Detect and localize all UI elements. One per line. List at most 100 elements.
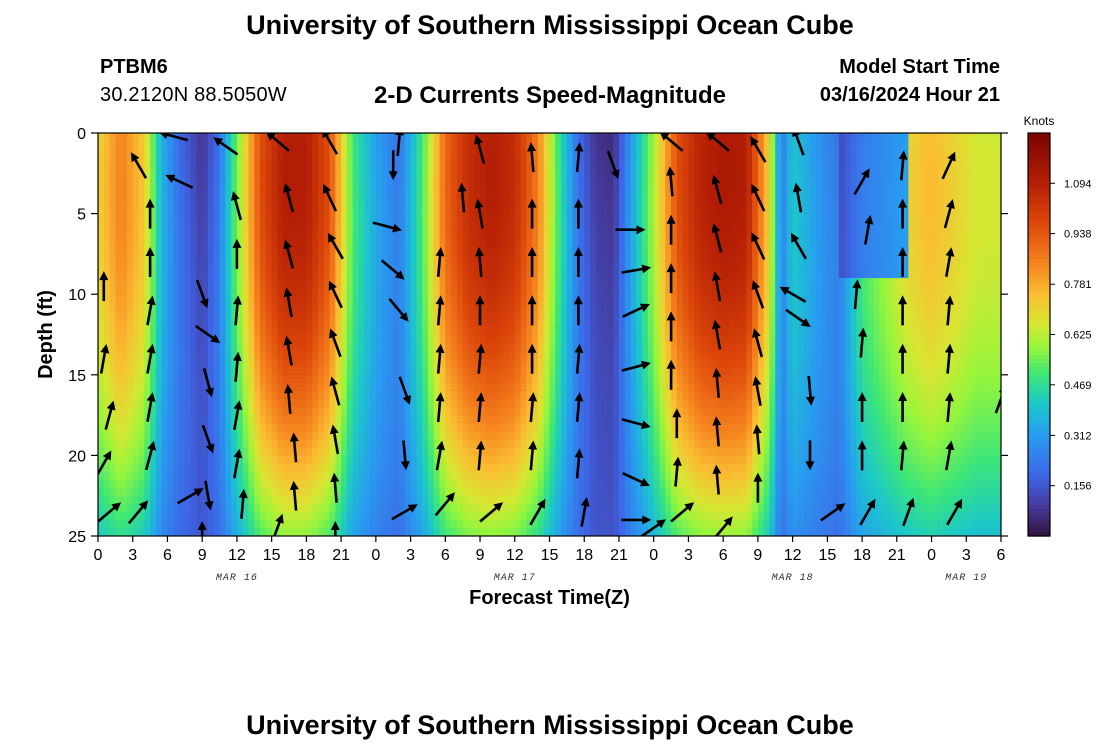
heatmap-cell [341,415,348,424]
heatmap-cell [590,463,597,473]
heatmap-cell [636,326,643,336]
heatmap-cell [485,286,493,295]
heatmap-cell [607,318,614,328]
heatmap-cell [671,326,678,336]
heatmap-cell [549,487,556,497]
heatmap-cell [514,382,522,392]
heatmap-cell [613,278,620,287]
heatmap-cell [578,431,585,440]
heatmap-cell [173,221,180,231]
heatmap-cell [514,415,522,424]
heatmap-cell [653,213,661,223]
heatmap-cell [613,342,620,352]
heatmap-cell [219,278,226,287]
heatmap-cell [294,423,302,432]
heatmap-cell [161,415,169,424]
heatmap-cell [103,261,111,271]
heatmap-cell [439,245,446,255]
heatmap-cell [601,487,608,497]
heatmap-cell [491,342,499,352]
heatmap-cell [618,157,626,166]
heatmap-cell [416,302,423,311]
heatmap-cell [572,165,580,174]
heatmap-cell [578,310,585,319]
heatmap-cell [607,503,614,513]
heatmap-cell [584,197,591,207]
heatmap-cell [590,133,597,142]
heatmap-cell [329,165,336,174]
heatmap-cell [601,286,608,295]
heatmap-cell [439,318,446,328]
heatmap-cell [404,181,412,191]
heatmap-cell [445,511,452,521]
heatmap-cell [358,407,365,416]
heatmap-cell [526,439,533,448]
heatmap-cell [312,133,319,142]
heatmap-cell [526,286,533,295]
heatmap-cell [248,245,255,255]
heatmap-cell [173,342,180,352]
heatmap-cell [277,479,284,489]
heatmap-cell [468,374,475,384]
heatmap-cell [456,229,464,239]
chart-title: 2-D Currents Speed-Magnitude [373,82,727,109]
heatmap-cell [647,286,655,295]
heatmap-cell [399,294,406,303]
heatmap-cell [439,157,446,166]
heatmap-cell [335,358,342,368]
heatmap-cell [671,278,678,287]
heatmap-cell [167,302,174,311]
heatmap-cell [566,511,574,521]
heatmap-cell [225,382,232,392]
heatmap-cell [161,326,169,336]
heatmap-cell [393,423,400,432]
heatmap-cell [618,173,626,182]
heatmap-cell [491,310,499,319]
heatmap-cell [283,503,290,513]
heatmap-cell [630,463,637,473]
heatmap-cell [387,398,394,408]
heatmap-cell [497,503,504,513]
heatmap-cell [549,358,556,368]
heatmap-cell [98,455,105,465]
heatmap-cell [601,237,608,247]
heatmap-cell [387,237,394,247]
heatmap-cell [456,245,464,255]
heatmap-cell [265,503,273,513]
heatmap-cell [630,213,637,223]
heatmap-cell [503,415,510,424]
heatmap-cell [190,310,198,319]
heatmap-cell [184,415,192,424]
heatmap-cell [202,270,209,279]
heatmap-cell [346,415,354,424]
heatmap-cell [445,334,452,344]
heatmap-cell [167,189,174,199]
heatmap-cell [260,294,267,303]
heatmap-cell [375,197,383,207]
heatmap-cell [219,519,226,529]
heatmap-cell [399,286,406,295]
heatmap-cell [265,173,273,182]
heatmap-cell [624,527,632,536]
heatmap-cell [173,310,180,319]
heatmap-cell [236,261,244,271]
heatmap-cell [624,197,632,207]
heatmap-cell [555,149,562,158]
heatmap-cell [532,439,539,448]
heatmap-cell [294,205,302,215]
heatmap-cell [630,205,637,215]
heatmap-cell [451,157,458,166]
heatmap-cell [427,205,435,215]
heatmap-cell [404,245,412,255]
heatmap-cell [132,245,140,255]
heatmap-cell [161,407,169,416]
heatmap-cell [115,286,122,295]
heatmap-cell [572,423,580,432]
heatmap-cell [207,463,215,473]
heatmap-cell [167,527,174,536]
heatmap-cell [642,398,649,408]
heatmap-cell [375,149,383,158]
heatmap-cell [161,205,169,215]
heatmap-cell [393,398,400,408]
heatmap-cell [636,133,643,142]
